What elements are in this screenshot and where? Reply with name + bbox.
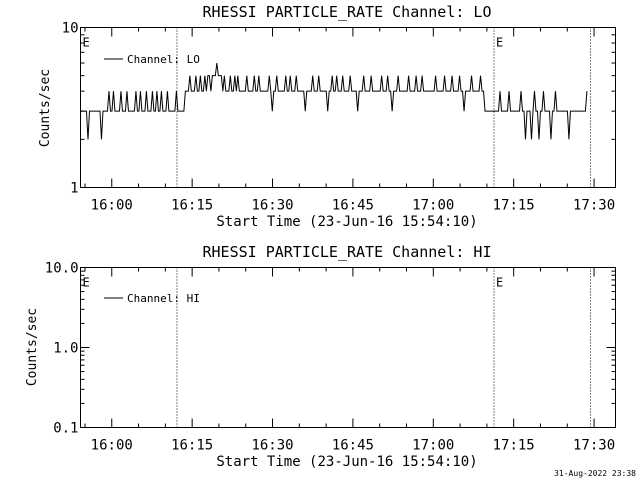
x-tick-label: 16:15 bbox=[171, 198, 213, 214]
x-tick-label: 17:00 bbox=[412, 198, 454, 214]
event-marker-label: E bbox=[496, 276, 503, 290]
chart-title-lo: RHESSI PARTICLE_RATE Channel: LO bbox=[203, 3, 492, 21]
legend-label-lo: Channel: LO bbox=[127, 53, 200, 66]
x-axis-label-hi: Start Time (23-Jun-16 15:54:10) bbox=[216, 454, 477, 470]
event-marker-label: E bbox=[83, 36, 90, 50]
plot-frame-lo bbox=[80, 27, 616, 188]
x-tick-label: 16:00 bbox=[91, 438, 133, 454]
y-tick-label: 1 bbox=[70, 181, 78, 197]
x-tick-label: 16:15 bbox=[171, 438, 213, 454]
x-tick-label: 16:45 bbox=[332, 438, 374, 454]
y-tick-label: 1.0 bbox=[53, 341, 78, 357]
y-tick-label: 10 bbox=[62, 21, 79, 37]
y-axis-label-hi: Counts/sec bbox=[25, 308, 40, 386]
x-tick-label: 16:45 bbox=[332, 198, 374, 214]
legend-lo: Channel: LO bbox=[104, 53, 200, 66]
x-tick-label: 17:30 bbox=[573, 438, 615, 454]
y-tick-label: 0.1 bbox=[53, 421, 78, 437]
footer-timestamp: 31-Aug-2022 23:38 bbox=[554, 469, 636, 478]
y-axis-label-lo: Counts/sec bbox=[38, 69, 53, 147]
chart-title-hi: RHESSI PARTICLE_RATE Channel: HI bbox=[203, 243, 492, 261]
y-tick-label: 10.0 bbox=[45, 261, 79, 277]
x-tick-label: 16:00 bbox=[91, 198, 133, 214]
x-tick-label: 17:30 bbox=[573, 198, 615, 214]
x-tick-label: 17:00 bbox=[412, 438, 454, 454]
series-line-channel-lo bbox=[80, 62, 588, 140]
x-tick-label: 17:15 bbox=[493, 198, 535, 214]
legend-hi: Channel: HI bbox=[104, 292, 200, 305]
panel-lo: RHESSI PARTICLE_RATE Channel: LO Counts/… bbox=[38, 3, 616, 230]
x-tick-label: 16:30 bbox=[251, 438, 293, 454]
x-axis-label-lo: Start Time (23-Jun-16 15:54:10) bbox=[216, 214, 477, 230]
panel-hi: RHESSI PARTICLE_RATE Channel: HI Counts/… bbox=[25, 243, 616, 470]
event-marker-label: E bbox=[496, 36, 503, 50]
x-tick-label: 16:30 bbox=[251, 198, 293, 214]
legend-label-hi: Channel: HI bbox=[127, 292, 200, 305]
x-tick-label: 17:15 bbox=[493, 438, 535, 454]
event-marker-label: E bbox=[83, 276, 90, 290]
